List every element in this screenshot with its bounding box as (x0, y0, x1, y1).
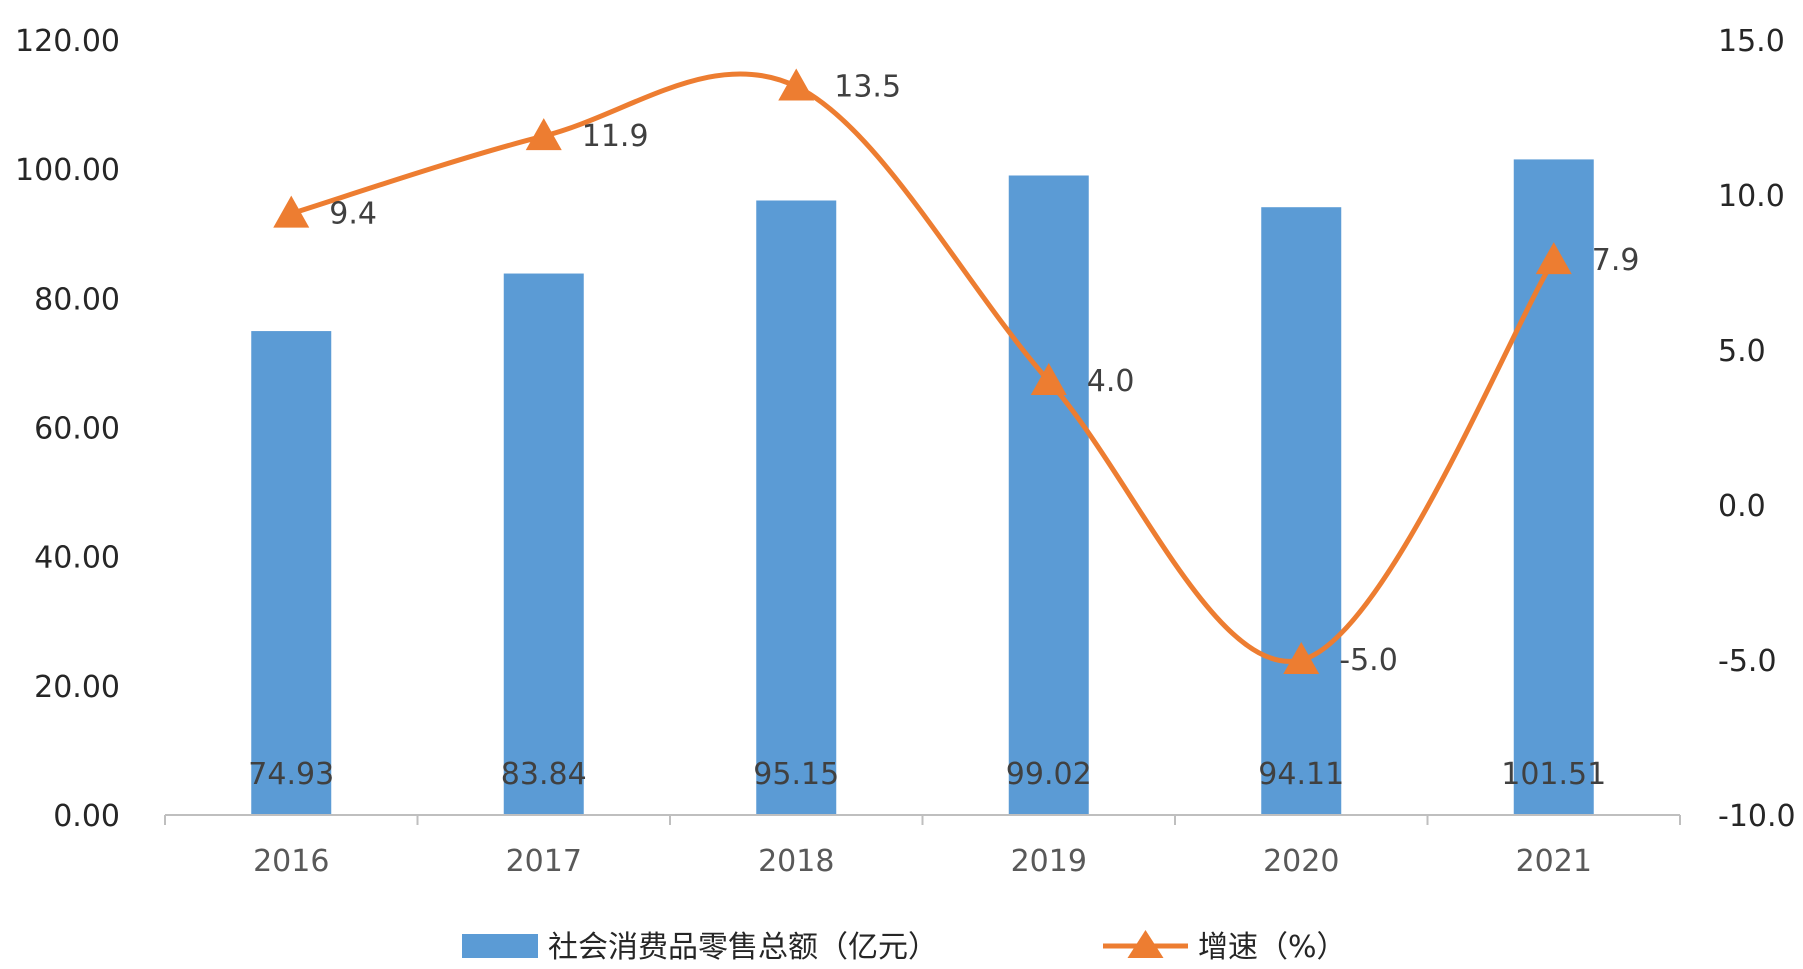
legend-line-marker (1127, 930, 1164, 958)
right-axis-tick-label: 15.0 (1718, 24, 1785, 59)
line-point-marker (1535, 242, 1572, 275)
line-data-label: 7.9 (1592, 243, 1640, 278)
bar-data-label: 99.02 (1006, 757, 1092, 792)
right-y-axis: -10.0 -5.0 0.0 5.0 10.0 15.0 (1718, 24, 1796, 834)
line-point-marker (273, 195, 310, 228)
line-data-label: 4.0 (1087, 364, 1135, 399)
bar (503, 273, 584, 815)
bar-data-label: 95.15 (753, 757, 839, 792)
bar-data-label: 83.84 (501, 757, 587, 792)
line-point-marker (778, 68, 815, 101)
left-axis-tick-label: 40.00 (34, 541, 120, 576)
bar (1261, 207, 1342, 816)
line-data-label: 11.9 (582, 119, 649, 154)
left-y-axis: 0.00 20.00 40.00 60.00 80.00 100.00 120.00 (15, 24, 120, 834)
right-axis-tick-label: 5.0 (1718, 334, 1766, 369)
x-axis-category-label: 2016 (253, 844, 329, 879)
right-axis-tick-label: 10.0 (1718, 179, 1785, 214)
legend-bar-label: 社会消费品零售总额（亿元） (548, 930, 938, 965)
left-axis-tick-label: 80.00 (34, 282, 120, 317)
line-data-label: -5.0 (1339, 643, 1398, 678)
right-axis-tick-label: -10.0 (1718, 799, 1796, 834)
left-axis-tick-label: 0.00 (53, 799, 120, 834)
left-axis-tick-label: 20.00 (34, 670, 120, 705)
x-axis-category-label: 2021 (1516, 844, 1592, 879)
left-axis-tick-label: 120.00 (15, 24, 120, 59)
left-axis-tick-label: 100.00 (15, 153, 120, 188)
line-data-label: 13.5 (834, 70, 901, 105)
legend-line-label: 增速（%） (1198, 930, 1347, 965)
legend: 社会消费品零售总额（亿元） 增速（%） (462, 930, 1347, 965)
x-axis-category-label: 2018 (758, 844, 834, 879)
left-axis-tick-label: 60.00 (34, 412, 120, 447)
legend-bar-swatch (462, 934, 538, 958)
bar-data-label: 74.93 (248, 757, 334, 792)
bar (756, 200, 837, 816)
bar (1008, 175, 1089, 815)
x-axis-category-label: 2017 (506, 844, 582, 879)
growth-line (290, 71, 1556, 664)
line-series: 9.4 11.9 13.5 4.0 -5.0 7.9 (273, 68, 1640, 678)
bar-data-label: 94.11 (1258, 757, 1344, 792)
line-data-label: 9.4 (329, 197, 377, 232)
right-axis-tick-label: -5.0 (1718, 644, 1777, 679)
x-axis-category-label: 2020 (1263, 844, 1339, 879)
right-axis-tick-label: 0.0 (1718, 489, 1766, 524)
line-point-marker (1030, 363, 1067, 395)
x-axis: 2016 2017 2018 2019 2020 2021 (164, 814, 1681, 879)
bar-data-label: 101.51 (1501, 757, 1606, 792)
line-point-marker (525, 118, 562, 151)
bar-series (251, 159, 1594, 816)
bar (251, 331, 332, 815)
bar-data-labels: 74.93 83.84 95.15 99.02 94.11 101.51 (248, 757, 1606, 792)
line-point-marker (1283, 642, 1320, 674)
x-axis-category-label: 2019 (1011, 844, 1087, 879)
